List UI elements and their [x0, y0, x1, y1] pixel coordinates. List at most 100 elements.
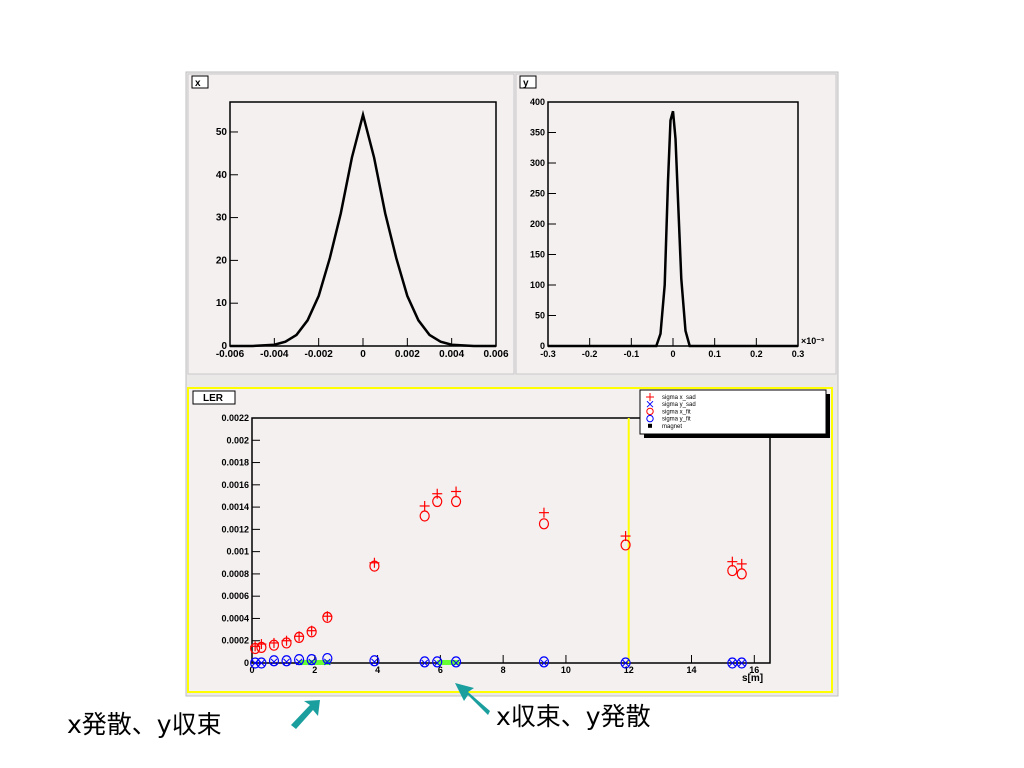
pad-ler-title-box — [192, 390, 236, 405]
point-sigma-y-fit — [450, 656, 462, 668]
x-tick-label: 0 — [249, 665, 254, 675]
point-sigma-x-sad — [538, 507, 549, 518]
y-tick-label: 0.0014 — [221, 502, 249, 512]
x-tick-label: 2 — [312, 665, 317, 675]
point-sigma-y-fit — [268, 655, 280, 667]
x-tick-label: -0.002 — [304, 349, 333, 360]
y-tick-label: 50 — [535, 311, 545, 321]
y-tick-label: 0.0002 — [221, 636, 249, 646]
x-tick-label: -0.006 — [216, 349, 245, 360]
y-tick-label: 50 — [216, 127, 228, 138]
point-sigma-x-fit — [268, 639, 280, 651]
x-tick-label: 14 — [687, 665, 697, 675]
point-sigma-y-fit — [322, 652, 333, 665]
point-sigma-x-sad — [419, 500, 430, 511]
legend-entry-label: sigma x_fit — [662, 409, 691, 415]
x-tick-label: -0.004 — [260, 349, 289, 360]
pad-y-title-box — [519, 75, 537, 89]
y-tick-label: 30 — [216, 213, 228, 224]
point-sigma-y-fit — [620, 657, 631, 669]
pad-ler-frame — [251, 417, 771, 664]
point-sigma-y-sad — [738, 659, 746, 667]
x-tick-label: 0.1 — [708, 349, 721, 359]
magnet-bar — [437, 660, 460, 665]
legend-entry-label: sigma x_sad — [662, 395, 696, 401]
x-tick-label: 0.006 — [483, 349, 508, 360]
point-sigma-y-sad — [270, 658, 278, 666]
point-sigma-x-fit — [281, 637, 292, 649]
point-sigma-y-fit — [419, 656, 430, 668]
y-tick-label: 0.0016 — [221, 480, 249, 490]
point-sigma-y-sad — [452, 659, 460, 667]
y-tick-label: 0.0008 — [221, 569, 249, 579]
point-sigma-x-fit — [727, 564, 738, 577]
x-tick-label: 6 — [438, 665, 443, 675]
point-sigma-y-sad — [433, 659, 441, 667]
point-sigma-y-fit — [736, 657, 747, 669]
y-tick-label: 250 — [530, 189, 545, 199]
point-sigma-x-fit — [369, 560, 380, 572]
pad-y-x-exponent: ×10⁻³ — [801, 336, 824, 346]
point-sigma-x-fit — [419, 510, 430, 522]
y-tick-label: 20 — [216, 255, 228, 266]
point-sigma-x-fit — [293, 631, 305, 643]
x-distribution-line — [230, 109, 496, 348]
x-tick-label: 0 — [670, 349, 675, 359]
pad-y-title: y — [523, 78, 529, 89]
point-sigma-x-sad — [736, 558, 747, 569]
point-sigma-x-fit — [736, 568, 747, 580]
point-sigma-y-sad — [323, 658, 331, 666]
pad-y-histogram: y -0.3 -0.2 -0.1 0 0.1 0.2 0.3 0 50 100 150 200 250 3… — [515, 73, 837, 375]
x-tick-label: 0.002 — [395, 349, 420, 360]
x-tick-label: -0.1 — [624, 349, 640, 359]
y-tick-label: 400 — [530, 97, 545, 107]
pad-ler-scatter: LER 0 2 4 6 8 10 12 14 16 0 0.0002 0.0004 0.0006 0.00… — [187, 387, 833, 693]
point-sigma-y-sad — [540, 659, 548, 667]
point-sigma-y-sad — [283, 658, 290, 666]
annotation-right: x収束、y発散 — [496, 702, 651, 731]
x-tick-label: 0 — [360, 349, 366, 360]
pad-x-title-box — [191, 75, 209, 89]
y-tick-label: 300 — [530, 158, 545, 168]
point-sigma-y-fit — [250, 657, 261, 669]
pad-ler-title: LER — [203, 393, 224, 404]
annotation-left: x発散、y収束 — [67, 710, 222, 739]
y-tick-label: 0.001 — [226, 547, 249, 557]
y-distribution-line — [548, 110, 798, 348]
point-sigma-y-fit — [432, 656, 443, 668]
y-tick-label: 150 — [530, 250, 545, 260]
point-sigma-y-fit — [369, 655, 380, 667]
arrow-right-annotation — [455, 683, 490, 715]
point-sigma-x-fit — [250, 642, 261, 655]
point-sigma-x-fit — [322, 611, 333, 623]
x-tick-label: 0.2 — [750, 349, 763, 359]
y-tick-label: 200 — [530, 219, 545, 229]
point-sigma-y-fit — [538, 656, 550, 668]
point-sigma-x-fit — [450, 495, 462, 508]
y-tick-label: 0.0018 — [221, 458, 249, 468]
y-tick-label: 100 — [530, 280, 545, 290]
pad-x-histogram: x -0.006 -0.004 -0.002 0 0.002 0.004 0.006 0 10 2… — [187, 73, 515, 375]
point-sigma-y-fit — [281, 655, 292, 667]
point-sigma-x-fit — [306, 626, 317, 638]
point-sigma-y-sad — [728, 659, 736, 667]
x-tick-label: -0.2 — [582, 349, 598, 359]
pad-x-frame — [229, 101, 497, 347]
point-sigma-x-fit — [432, 495, 443, 508]
point-sigma-y-sad — [622, 659, 629, 667]
point-sigma-y-fit — [306, 654, 317, 666]
x-tick-label: 8 — [501, 665, 506, 675]
pad-ler-xlabel: s[m] — [742, 673, 763, 684]
y-tick-label: 0.0004 — [221, 613, 249, 623]
y-tick-label: 10 — [216, 298, 228, 309]
x-tick-label: -0.3 — [540, 349, 556, 359]
legend-entry-label: sigma y_sad — [662, 402, 696, 408]
x-tick-label: 10 — [561, 665, 571, 675]
pad-ler-ticks: 0 2 4 6 8 10 12 14 16 0 0.0002 0.0004 0.0006 0.0008 0.… — [221, 413, 759, 675]
point-sigma-y-sad — [421, 659, 429, 667]
point-sigma-x-sad — [451, 486, 462, 497]
point-sigma-y-fit — [293, 654, 305, 666]
point-sigma-x-fit — [620, 539, 631, 551]
